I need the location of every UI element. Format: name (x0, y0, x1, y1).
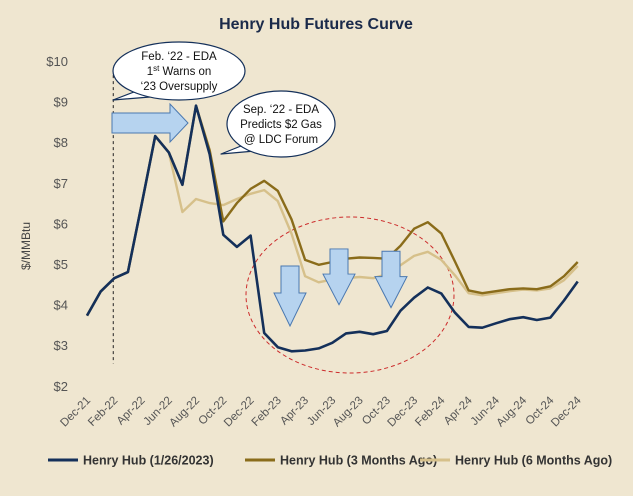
chart-title: Henry Hub Futures Curve (219, 16, 413, 33)
y-tick-label: $9 (54, 95, 68, 110)
series-line (85, 104, 579, 353)
bubble-shape (112, 41, 246, 101)
right-arrow (111, 102, 189, 144)
y-tick-label: $2 (54, 379, 68, 394)
y-tick-label: $3 (54, 338, 68, 353)
down-arrow-shape (374, 250, 408, 309)
legend-label: Henry Hub (1/26/2023) (83, 454, 214, 468)
annotation-text: Feb. ‘22 - EDA (141, 51, 217, 63)
annotation-bubble: Sep. ‘22 - EDA Predicts $2 Gas @ LDC Forum (220, 90, 336, 158)
annotation-text: ‘23 Oversupply (141, 81, 218, 93)
y-tick-label: $8 (54, 135, 68, 150)
y-tick-label: $6 (54, 216, 68, 231)
y-tick-label: $7 (54, 176, 68, 191)
y-tick-label: $5 (54, 257, 68, 272)
legend-label: Henry Hub (3 Months Ago) (280, 454, 437, 468)
down-arrow-shape (322, 248, 356, 306)
annotation-text: @ LDC Forum (244, 134, 318, 146)
y-axis-ticks: $2 $3 $4 $5 $6 $7 $8 $9 $10 (46, 54, 68, 394)
legend-item: Henry Hub (6 Months Ago) (420, 454, 612, 468)
annotation-text: Sep. ‘22 - EDA (243, 104, 319, 116)
bubble-shape (226, 90, 336, 158)
right-arrow-shape (111, 102, 189, 144)
y-axis-label: $/MMBtu (19, 222, 33, 270)
legend-item: Henry Hub (3 Months Ago) (245, 454, 437, 468)
down-arrow-shape (273, 265, 307, 328)
legend: Henry Hub (1/26/2023) Henry Hub (3 Months… (48, 454, 612, 468)
legend-item: Henry Hub (1/26/2023) (48, 454, 214, 468)
y-tick-label: $4 (54, 298, 68, 313)
annotation-text: Predicts $2 Gas (240, 119, 322, 131)
annotation-text: 1st Warns on (147, 64, 212, 79)
down-arrows (273, 248, 408, 328)
oversupply-highlight-ellipse (245, 216, 455, 374)
legend-label: Henry Hub (6 Months Ago) (455, 454, 612, 468)
y-tick-label: $10 (46, 54, 68, 69)
